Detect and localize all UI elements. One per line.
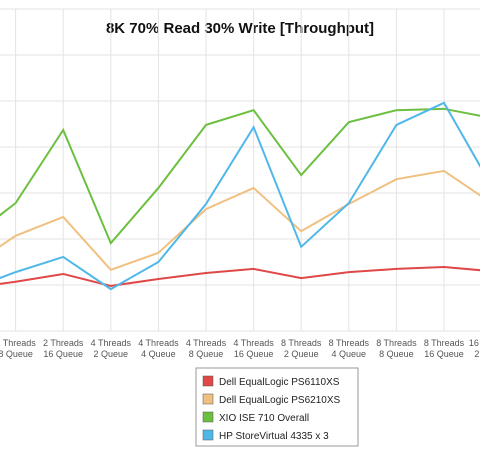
legend-swatch bbox=[202, 393, 214, 405]
series-line bbox=[0, 169, 480, 271]
x-tick-label: 4 Threads bbox=[233, 338, 274, 348]
x-tick-label: 8 Queue bbox=[379, 349, 414, 359]
x-tick-label: 2 Threads bbox=[0, 338, 36, 348]
x-tick-label: 2 Threads bbox=[43, 338, 84, 348]
x-tick-label: 8 Threads bbox=[376, 338, 417, 348]
x-tick-label: 4 Threads bbox=[91, 338, 132, 348]
chart-title: 8K 70% Read 30% Write [Throughput] bbox=[106, 20, 374, 37]
x-tick-label: 16 Queue bbox=[424, 349, 464, 359]
x-tick-label: 4 Threads bbox=[138, 338, 179, 348]
legend-swatch bbox=[202, 411, 214, 423]
x-tick-label: 2 Queue bbox=[94, 349, 129, 359]
x-tick-label: 2 Queue bbox=[284, 349, 319, 359]
legend-swatch bbox=[202, 375, 214, 387]
x-tick-label: 8 Threads bbox=[424, 338, 465, 348]
legend-swatch bbox=[202, 429, 214, 441]
x-tick-label: 2 Queue bbox=[474, 349, 480, 359]
series-line bbox=[0, 101, 480, 291]
x-tick-label: 4 Queue bbox=[141, 349, 176, 359]
legend-box bbox=[195, 367, 359, 447]
legend-label: HP StoreVirtual 4335 x 3 bbox=[219, 431, 329, 442]
legend-label: Dell EqualLogic PS6210XS bbox=[219, 395, 341, 406]
x-tick-label: 8 Threads bbox=[329, 338, 370, 348]
legend-label: XIO ISE 710 Overall bbox=[219, 413, 309, 424]
x-tick-label: 8 Queue bbox=[0, 349, 33, 359]
series-line bbox=[0, 266, 480, 287]
x-tick-label: 16 Queue bbox=[43, 349, 83, 359]
x-tick-label: 4 Queue bbox=[332, 349, 367, 359]
legend-label: Dell EqualLogic PS6110XS bbox=[219, 377, 340, 388]
x-tick-label: 16 Threads bbox=[469, 338, 480, 348]
x-tick-label: 4 Threads bbox=[186, 338, 227, 348]
x-tick-label: 16 Queue bbox=[234, 349, 274, 359]
series-line bbox=[0, 107, 480, 246]
x-tick-label: 8 Queue bbox=[189, 349, 224, 359]
x-tick-label: 8 Threads bbox=[281, 338, 322, 348]
